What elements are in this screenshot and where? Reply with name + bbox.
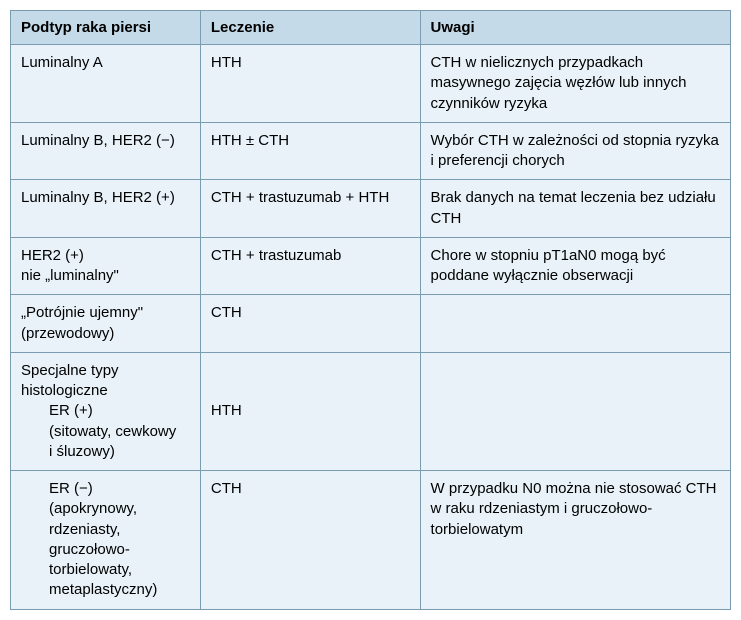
treatment-text: HTH (211, 402, 242, 419)
cell-treatment: HTH (200, 45, 420, 123)
cell-treatment: CTH (200, 295, 420, 353)
subtype-sub: i śluzowy) (21, 442, 190, 462)
cell-notes (420, 295, 730, 353)
subtype-line2: histologiczne (21, 382, 108, 399)
cell-notes (420, 352, 730, 470)
subtype-line1: „Potrójnie ujemny" (21, 304, 143, 321)
cell-notes: Chore w stopniu pT1aN0 mogą być poddane … (420, 237, 730, 295)
table-row: HER2 (+) nie „luminalny" CTH + trastuzum… (11, 237, 731, 295)
header-notes: Uwagi (420, 11, 730, 45)
table-row: Luminalny A HTH CTH w nielicznych przypa… (11, 45, 731, 123)
header-subtype: Podtyp raka piersi (11, 11, 201, 45)
subtype-line1: Specjalne typy (21, 362, 119, 379)
table-row: Specjalne typy histologiczne ER (+) (sit… (11, 352, 731, 470)
cell-subtype: Luminalny B, HER2 (−) (11, 122, 201, 180)
table-header: Podtyp raka piersi Leczenie Uwagi (11, 11, 731, 45)
table-row: „Potrójnie ujemny" (przewodowy) CTH (11, 295, 731, 353)
subtype-indent: ER (−) (21, 479, 190, 499)
table-container: Podtyp raka piersi Leczenie Uwagi Lumina… (10, 10, 731, 610)
subtype-line1: HER2 (+) (21, 247, 84, 264)
cell-treatment: CTH + trastuzumab + HTH (200, 180, 420, 238)
cell-notes: CTH w nielicznych przypadkach masywnego … (420, 45, 730, 123)
table-row: Luminalny B, HER2 (−) HTH ± CTH Wybór CT… (11, 122, 731, 180)
cell-notes: Brak danych na temat leczenia bez udział… (420, 180, 730, 238)
cell-subtype: „Potrójnie ujemny" (przewodowy) (11, 295, 201, 353)
subtype-indent: ER (+) (21, 401, 190, 421)
header-treatment: Leczenie (200, 11, 420, 45)
cell-subtype: Luminalny A (11, 45, 201, 123)
cell-treatment: HTH (200, 352, 420, 470)
cell-subtype: Luminalny B, HER2 (+) (11, 180, 201, 238)
cell-subtype: HER2 (+) nie „luminalny" (11, 237, 201, 295)
breast-cancer-table: Podtyp raka piersi Leczenie Uwagi Lumina… (10, 10, 731, 610)
cell-notes: Wybór CTH w zależności od stopnia ryzyka… (420, 122, 730, 180)
table-row: Luminalny B, HER2 (+) CTH + trastuzumab … (11, 180, 731, 238)
subtype-line2: nie „luminalny" (21, 267, 119, 284)
cell-treatment: CTH + trastuzumab (200, 237, 420, 295)
subtype-sub: (apokrynowy, rdzeniasty, gruczołowo-torb… (21, 499, 190, 600)
header-row: Podtyp raka piersi Leczenie Uwagi (11, 11, 731, 45)
subtype-sub: (sitowaty, cewkowy (21, 422, 190, 442)
table-body: Luminalny A HTH CTH w nielicznych przypa… (11, 45, 731, 610)
cell-subtype: Specjalne typy histologiczne ER (+) (sit… (11, 352, 201, 470)
subtype-line2: (przewodowy) (21, 325, 114, 342)
cell-treatment: HTH ± CTH (200, 122, 420, 180)
